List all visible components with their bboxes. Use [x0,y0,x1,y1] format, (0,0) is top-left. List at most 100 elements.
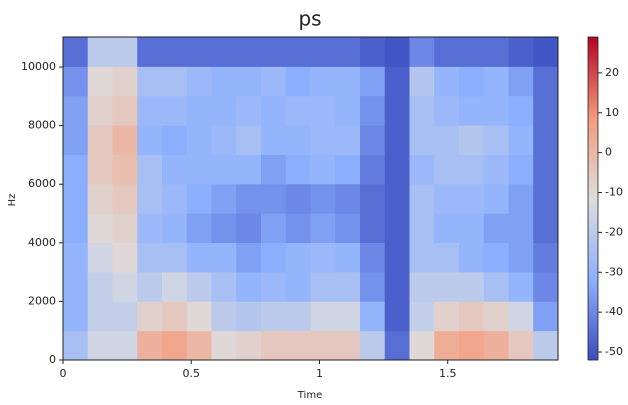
cell [211,183,237,214]
cell [186,271,212,302]
cell [211,95,237,126]
cell [87,301,113,332]
cell [483,37,509,67]
cell [211,213,237,244]
cell [310,66,336,97]
cell [384,330,410,361]
cell [211,66,237,97]
cell [434,66,460,97]
cell [186,66,212,97]
cell [63,213,89,244]
cell [285,213,311,244]
cell [508,271,534,302]
cell [63,154,89,185]
cell [236,271,262,302]
cell [335,66,361,97]
cell [483,125,509,155]
cell [360,213,386,244]
cell [186,183,212,214]
cell [434,125,460,155]
cell [211,242,237,273]
y-tick-label: 2000 [28,294,56,307]
cell [335,183,361,214]
colorbar-tick-label: -30 [605,265,623,278]
cell [384,271,410,302]
cell [63,242,89,273]
y-tick-label: 8000 [28,119,56,132]
cell [409,301,435,332]
cell [459,37,485,67]
cell [335,95,361,126]
cell [409,95,435,126]
cell [483,154,509,185]
cell [211,271,237,302]
cell [63,183,89,214]
cell [63,125,89,155]
cell [137,213,163,244]
cell [533,125,559,155]
cell [533,242,559,273]
cell [459,125,485,155]
cell [261,37,287,67]
plot-frame [62,36,559,361]
y-tick-label: 6000 [28,177,56,190]
cell [137,66,163,97]
cell [360,125,386,155]
cell [236,183,262,214]
cell [508,66,534,97]
cell [285,242,311,273]
y-tick-label: 4000 [28,236,56,249]
cell [533,37,559,67]
colorbar [587,36,599,361]
cell [63,37,89,67]
cell [459,183,485,214]
cell [459,213,485,244]
x-tick-label: 0.5 [182,367,200,380]
cell [162,213,188,244]
x-tick-label: 1.5 [439,367,457,380]
cell [186,213,212,244]
colorbar-tick-label: -40 [605,305,623,318]
cell [137,95,163,126]
cell [360,271,386,302]
cell [533,213,559,244]
cell [112,271,138,302]
cell [162,95,188,126]
cell [162,154,188,185]
cell [310,154,336,185]
cell [236,154,262,185]
cell [137,154,163,185]
cell [236,213,262,244]
cell [483,242,509,273]
cell [384,66,410,97]
cell [112,330,138,361]
cell [459,242,485,273]
cell [112,37,138,67]
cell [310,95,336,126]
cell [162,242,188,273]
cell [508,301,534,332]
cell [310,183,336,214]
cell [211,301,237,332]
cell [261,95,287,126]
cell [434,271,460,302]
cell [310,271,336,302]
cell [409,271,435,302]
cell [384,95,410,126]
y-tick-label: 0 [49,353,56,366]
cell [434,213,460,244]
cell [63,66,89,97]
cell [409,183,435,214]
cell [261,213,287,244]
cell [87,37,113,67]
cell [335,330,361,361]
cell [211,330,237,361]
cell [508,242,534,273]
colorbar-tick-label: 20 [605,66,619,79]
cell [87,213,113,244]
cell [63,95,89,126]
cell [63,330,89,361]
cell [533,271,559,302]
cell [508,183,534,214]
